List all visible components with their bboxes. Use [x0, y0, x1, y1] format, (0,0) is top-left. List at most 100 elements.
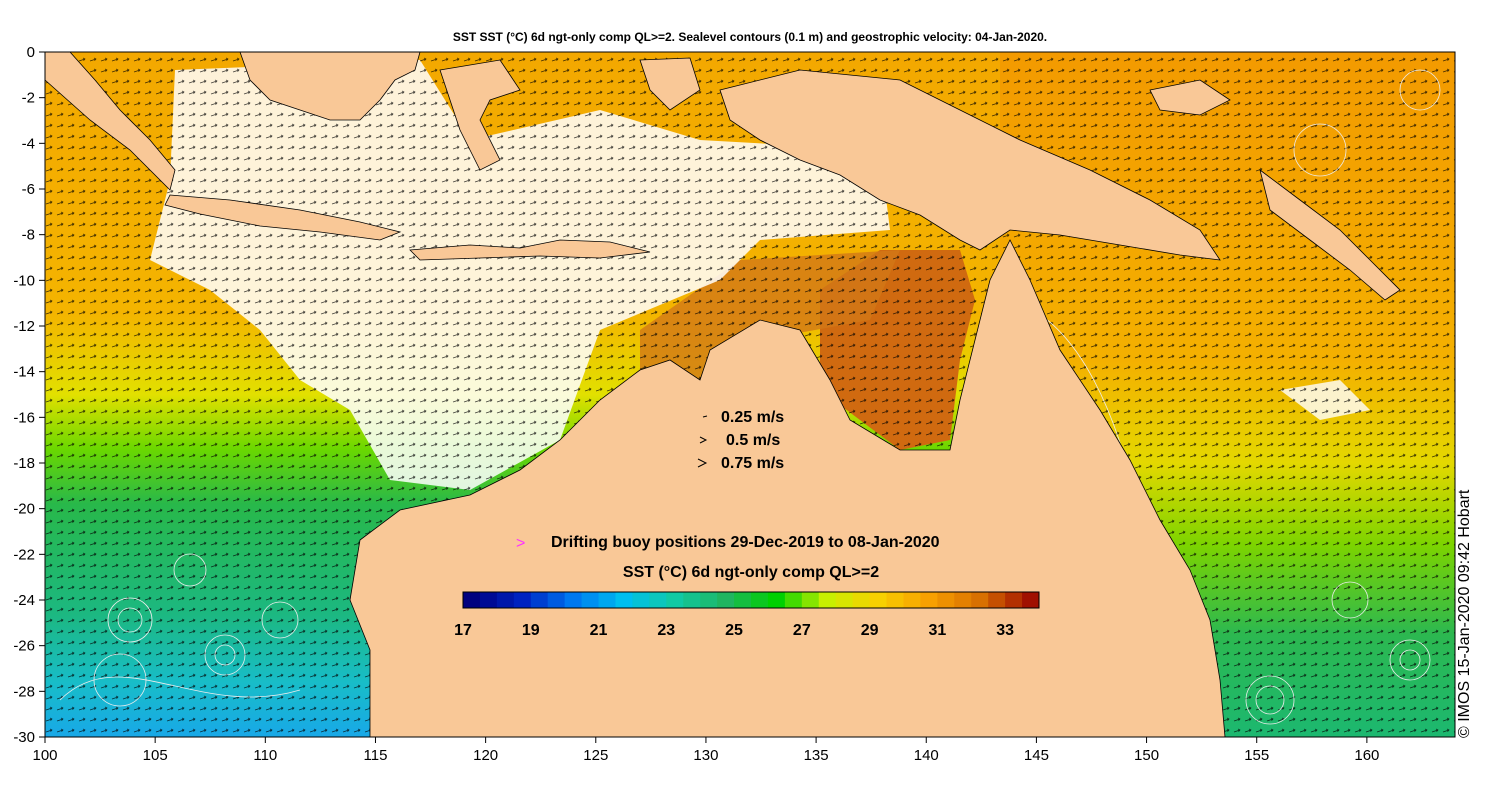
- y-tick-label: -2: [22, 90, 35, 107]
- y-tick-label: -12: [13, 318, 35, 335]
- colorbar-swatch: [920, 592, 938, 608]
- x-tick-label: 100: [32, 747, 57, 764]
- colorbar-tick-label: 19: [522, 622, 540, 639]
- x-tick-label: 105: [143, 747, 168, 764]
- y-tick-label: -22: [13, 546, 35, 563]
- x-tick-label: 155: [1244, 747, 1269, 764]
- colorbar-swatch: [903, 592, 921, 608]
- x-tick-label: 145: [1024, 747, 1049, 764]
- colorbar-swatch: [886, 592, 904, 608]
- y-axis: 0 -2 -4 -6 -8 -10 -12 -14 -16 -18 -20 -22 -24 -26 -28 -…: [13, 44, 45, 746]
- colorbar-swatch: [1022, 592, 1040, 608]
- x-tick-label: 110: [253, 747, 277, 764]
- colorbar-swatch: [463, 592, 481, 608]
- land-java: [164, 194, 402, 241]
- colorbar-swatch: [937, 592, 955, 608]
- colorbar: SST (°C) 6d ngt-only comp QL>=2 17 19 21 23…: [454, 564, 1040, 639]
- land-lesser-sunda: [409, 239, 651, 261]
- x-tick-label: 115: [364, 747, 388, 764]
- colorbar-swatch: [767, 592, 786, 608]
- colorbar-swatch: [683, 592, 701, 608]
- land-sumatra: [45, 52, 176, 191]
- colorbar-tick-label: 21: [590, 622, 608, 639]
- colorbar-swatch: [666, 592, 684, 608]
- y-tick-label: -14: [13, 364, 35, 381]
- colorbar-swatch: [530, 592, 549, 608]
- colorbar-tick-label: 27: [793, 622, 811, 639]
- y-tick-label: -8: [22, 227, 35, 244]
- x-axis: 100 105 110 115 120 125 130 135 140 145 150 155 160: [32, 737, 1379, 764]
- colorbar-swatch: [564, 592, 583, 608]
- colorbar-swatch: [581, 592, 600, 608]
- colorbar-swatch: [988, 592, 1006, 608]
- y-tick-label: -10: [13, 272, 35, 289]
- velocity-label-05: 0.5 m/s: [726, 432, 780, 449]
- y-tick-label: -26: [13, 638, 35, 655]
- colorbar-swatch: [700, 592, 718, 608]
- colorbar-swatch: [954, 592, 972, 608]
- colorbar-swatch: [615, 592, 633, 608]
- y-tick-label: -30: [13, 729, 35, 746]
- colorbar-swatch: [835, 592, 854, 608]
- plot-frame: [44, 51, 1456, 738]
- y-tick-label: -20: [13, 501, 35, 518]
- colorbar-tick-label: 29: [861, 622, 879, 639]
- colorbar-swatch: [971, 592, 989, 608]
- colorbar-swatch: [852, 592, 871, 608]
- colorbar-frame: [462, 591, 1040, 609]
- y-tick-label: -6: [22, 181, 35, 198]
- land-masses: [45, 52, 1401, 737]
- colorbar-swatches: [463, 592, 1040, 608]
- land-solomon-islands: [1259, 169, 1401, 301]
- land-sulawesi: [439, 59, 521, 171]
- colorbar-swatch: [869, 592, 888, 608]
- land-new-britain: [1149, 79, 1231, 116]
- buoy-symbol: >: [516, 535, 525, 552]
- velocity-arrow-025: [702, 415, 708, 418]
- colorbar-tick-labels: 17 19 21 23 25 27 29 31 33: [454, 622, 1014, 639]
- y-tick-label: 0: [27, 44, 35, 61]
- colorbar-tick-label: 17: [454, 622, 472, 639]
- colorbar-tick-label: 33: [996, 622, 1014, 639]
- colorbar-swatch: [801, 592, 820, 608]
- colorbar-swatch: [649, 592, 667, 608]
- colorbar-swatch: [818, 592, 837, 608]
- y-tick-label: -18: [13, 455, 35, 472]
- colorbar-swatch: [632, 592, 650, 608]
- buoy-legend-label: Drifting buoy positions 29-Dec-2019 to 0…: [551, 534, 940, 551]
- colorbar-title: SST (°C) 6d ngt-only comp QL>=2: [623, 564, 879, 581]
- velocity-arrow-075: [697, 458, 708, 468]
- velocity-arrow-05: [699, 436, 708, 444]
- colorbar-swatch: [598, 592, 616, 608]
- colorbar-tick-label: 23: [657, 622, 675, 639]
- x-tick-label: 135: [804, 747, 829, 764]
- x-tick-label: 140: [914, 747, 939, 764]
- colorbar-swatch: [1005, 592, 1023, 608]
- velocity-label-025: 0.25 m/s: [721, 409, 784, 426]
- velocity-label-075: 0.75 m/s: [721, 455, 784, 472]
- x-tick-label: 130: [693, 747, 718, 764]
- colorbar-swatch: [717, 592, 735, 608]
- y-tick-label: -4: [22, 135, 35, 152]
- colorbar-tick-label: 25: [725, 622, 743, 639]
- buoy-legend: > Drifting buoy positions 29-Dec-2019 to…: [516, 534, 940, 552]
- land-new-guinea: [719, 69, 1221, 261]
- y-tick-label: -28: [13, 683, 35, 700]
- colorbar-swatch: [547, 592, 566, 608]
- colorbar-swatch: [784, 592, 803, 608]
- colorbar-swatch: [479, 592, 498, 608]
- map-field: [45, 52, 1455, 737]
- colorbar-swatch: [751, 592, 769, 608]
- x-tick-label: 150: [1134, 747, 1159, 764]
- imos-credit: © IMOS 15-Jan-2020 09:42 Hobart: [1456, 489, 1473, 738]
- velocity-legend: 0.25 m/s 0.5 m/s 0.75 m/s: [697, 409, 784, 472]
- map-title: SST SST (°C) 6d ngt-only comp QL>=2. Sea…: [452, 30, 1048, 44]
- x-tick-label: 120: [473, 747, 498, 764]
- land-maluku: [639, 57, 701, 111]
- y-tick-label: -16: [13, 409, 35, 426]
- land-borneo: [239, 52, 421, 121]
- x-tick-label: 125: [583, 747, 608, 764]
- colorbar-swatch: [513, 592, 532, 608]
